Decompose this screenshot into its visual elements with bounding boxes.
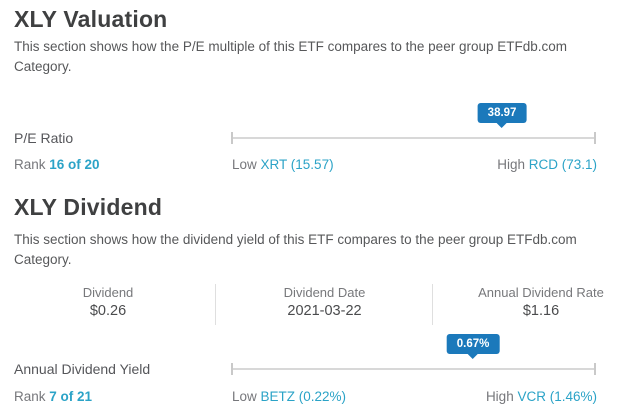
- low-label: Low: [232, 157, 257, 172]
- valuation-low-ticker-link[interactable]: XRT (15.57): [260, 157, 334, 172]
- valuation-section-description: This section shows how the P/E multiple …: [14, 39, 567, 74]
- valuation-section-title: XLY Valuation: [14, 6, 168, 32]
- dividend-date-header: Dividend Date: [283, 285, 366, 300]
- annual-dividend-rate-value: $1.16: [522, 303, 560, 319]
- dividend-section-title: XLY Dividend: [14, 194, 163, 220]
- dividend-high: High VCR (1.46%): [486, 389, 597, 404]
- dividend-amount-value: $0.26: [89, 303, 127, 319]
- annual-dividend-rate-header: Annual Dividend Rate: [478, 285, 604, 300]
- valuation-high: High RCD (73.1): [497, 157, 597, 172]
- dividend-stats-table: Dividend $0.26 Dividend Date 2021-03-22 …: [0, 284, 619, 326]
- annual-dividend-yield-slider: 0.67%: [231, 334, 596, 375]
- dividend-amount-column: Dividend $0.26: [0, 284, 216, 320]
- valuation-low: Low XRT (15.57): [232, 157, 334, 172]
- table-divider: [432, 284, 433, 325]
- annual-dividend-yield-value-tooltip: 0.67%: [446, 334, 500, 354]
- high-label: High: [485, 389, 514, 404]
- valuation-meta-row: Rank 16 of 20 Low XRT (15.57) High RCD (…: [0, 157, 619, 174]
- dividend-meta-row: Rank 7 of 21 Low BETZ (0.22%) High VCR (…: [0, 389, 619, 406]
- low-label: Low: [232, 389, 257, 404]
- dividend-amount-header: Dividend: [82, 285, 134, 300]
- slider-left-cap: [231, 363, 233, 375]
- slider-right-cap: [594, 132, 596, 144]
- annual-dividend-rate-column: Annual Dividend Rate $1.16: [433, 284, 619, 320]
- slider-right-cap: [594, 363, 596, 375]
- table-divider: [215, 284, 216, 325]
- slider-track: [232, 137, 595, 139]
- dividend-high-ticker-link[interactable]: VCR (1.46%): [517, 389, 597, 404]
- dividend-low: Low BETZ (0.22%): [232, 389, 346, 404]
- valuation-rank: Rank 16 of 20: [14, 157, 100, 172]
- dividend-rank-link[interactable]: 7 of 21: [49, 389, 93, 404]
- rank-label: Rank: [14, 389, 46, 404]
- rank-label: Rank: [14, 157, 46, 172]
- dividend-low-ticker-link[interactable]: BETZ (0.22%): [260, 389, 347, 404]
- dividend-date-value: 2021-03-22: [287, 303, 362, 319]
- pe-ratio-slider: 38.97: [231, 103, 596, 144]
- annual-dividend-yield-label: Annual Dividend Yield: [14, 361, 151, 377]
- valuation-rank-link[interactable]: 16 of 20: [49, 157, 100, 172]
- dividend-date-column: Dividend Date 2021-03-22: [216, 284, 433, 320]
- high-label: High: [497, 157, 525, 172]
- valuation-high-ticker-link[interactable]: RCD (73.1): [528, 157, 597, 172]
- pe-ratio-label: P/E Ratio: [14, 130, 74, 146]
- dividend-rank: Rank 7 of 21: [14, 389, 92, 404]
- pe-ratio-value-tooltip: 38.97: [477, 103, 527, 123]
- slider-left-cap: [231, 132, 233, 144]
- slider-track: [232, 368, 595, 370]
- dividend-section-description: This section shows how the dividend yiel…: [14, 232, 577, 267]
